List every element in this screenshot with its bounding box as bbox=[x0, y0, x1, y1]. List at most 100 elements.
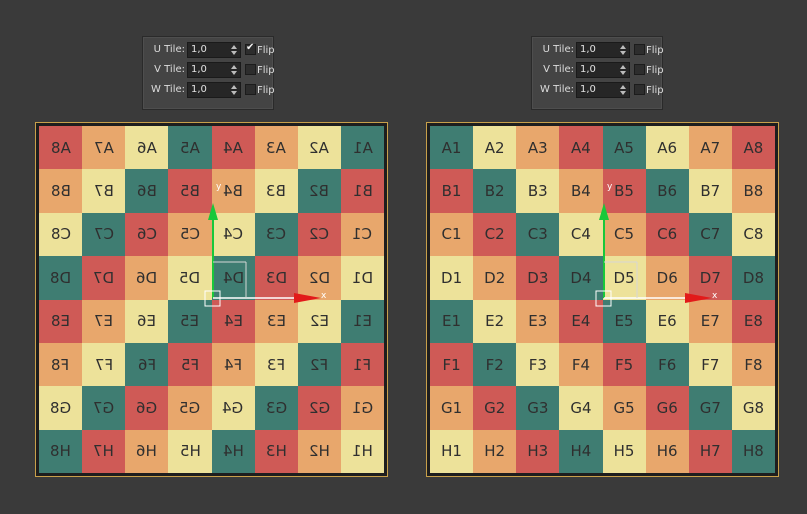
texture-cell: B2 bbox=[297, 169, 341, 213]
texture-cell-label: H8 bbox=[743, 442, 764, 461]
v-tile-spinner[interactable]: 1,0 bbox=[576, 62, 630, 78]
texture-cell-label: C8 bbox=[50, 225, 71, 244]
texture-cell-label: F3 bbox=[528, 355, 547, 374]
v-tile-value[interactable]: 1,0 bbox=[191, 64, 207, 75]
texture-cell: A1 bbox=[430, 126, 474, 170]
texture-cell-label: G2 bbox=[484, 398, 506, 417]
texture-cell: E5 bbox=[168, 299, 212, 343]
u-tile-spinner[interactable]: 1,0 bbox=[576, 42, 630, 58]
u-flip-checkbox[interactable]: ✔ bbox=[245, 42, 256, 55]
v-flip-checkbox[interactable] bbox=[634, 64, 645, 75]
texture-cell: H1 bbox=[340, 429, 384, 473]
texture-cell-label: G4 bbox=[222, 398, 244, 417]
texture-cell-label: B6 bbox=[136, 182, 157, 201]
texture-cell: E2 bbox=[473, 299, 517, 343]
w-flip-checkbox[interactable] bbox=[634, 84, 645, 95]
texture-cell: D6 bbox=[645, 256, 689, 300]
v-tile-spinner[interactable]: 1,0 bbox=[187, 62, 241, 78]
texture-cell: H8 bbox=[731, 429, 775, 473]
texture-cell: F8 bbox=[731, 342, 775, 387]
w-flip-checkbox[interactable] bbox=[245, 84, 256, 95]
texture-cell: A4 bbox=[559, 126, 603, 170]
texture-cell-label: A5 bbox=[180, 138, 200, 157]
texture-cell: G5 bbox=[602, 386, 646, 430]
u-flip-label: Flip bbox=[257, 45, 275, 56]
viewport-left[interactable]: A8 A7 A6 A5 A4 A3 A2 A1 B8 B7 B6 B5 B4 B3 B2 B1 C8 C7 C6 C5… bbox=[35, 122, 388, 477]
texture-cell-label: E3 bbox=[528, 312, 548, 331]
spinner-arrows-icon[interactable] bbox=[231, 43, 238, 57]
texture-cell: F7 bbox=[688, 342, 732, 387]
texture-cell: E7 bbox=[82, 299, 126, 343]
texture-cell: A1 bbox=[340, 126, 384, 170]
texture-cell-label: B1 bbox=[352, 182, 373, 201]
texture-cell-label: A2 bbox=[484, 138, 505, 157]
texture-cell: B6 bbox=[645, 169, 689, 213]
texture-cell-label: E4 bbox=[571, 312, 591, 331]
texture-cell-label: F7 bbox=[94, 355, 113, 374]
texture-cell: B3 bbox=[516, 169, 560, 213]
texture-cell-label: E5 bbox=[180, 312, 200, 331]
texture-cell-label: A3 bbox=[266, 138, 287, 157]
texture-cell-label: H3 bbox=[527, 442, 549, 461]
w-tile-spinner[interactable]: 1,0 bbox=[187, 82, 241, 98]
u-flip-label: Flip bbox=[646, 45, 664, 56]
u-tile-label: U Tile: bbox=[153, 44, 185, 55]
texture-cell: A7 bbox=[688, 126, 732, 170]
u-tile-spinner[interactable]: 1,0 bbox=[187, 42, 241, 58]
texture-cell-label: D6 bbox=[136, 268, 158, 287]
texture-cell: E5 bbox=[602, 299, 646, 343]
texture-cell: A3 bbox=[254, 126, 298, 170]
u-flip-checkbox[interactable] bbox=[634, 44, 645, 55]
w-tile-value[interactable]: 1,0 bbox=[191, 84, 207, 95]
w-tile-value[interactable]: 1,0 bbox=[580, 84, 596, 95]
texture-cell: G2 bbox=[473, 386, 517, 430]
v-flip-checkbox[interactable] bbox=[245, 64, 256, 75]
texture-cell-label: B1 bbox=[441, 182, 462, 201]
texture-cell-label: H1 bbox=[441, 442, 462, 461]
texture-cell: E6 bbox=[645, 299, 689, 343]
spinner-arrows-icon[interactable] bbox=[231, 83, 238, 97]
texture-cell: C4 bbox=[211, 212, 255, 257]
texture-cell: F2 bbox=[297, 342, 341, 387]
texture-cell: C6 bbox=[125, 212, 169, 257]
texture-cell-label: G3 bbox=[527, 398, 549, 417]
v-tile-value[interactable]: 1,0 bbox=[580, 64, 596, 75]
texture-cell-label: H3 bbox=[265, 442, 287, 461]
spinner-arrows-icon[interactable] bbox=[620, 63, 627, 77]
texture-cell: E1 bbox=[340, 299, 384, 343]
texture-cell-label: H4 bbox=[570, 442, 592, 461]
texture-cell: C5 bbox=[168, 212, 212, 257]
texture-cell-label: E8 bbox=[743, 312, 763, 331]
u-tile-value[interactable]: 1,0 bbox=[580, 44, 596, 55]
texture-cell: F6 bbox=[125, 342, 169, 387]
texture-cell-label: C5 bbox=[179, 225, 200, 244]
texture-cell: E7 bbox=[688, 299, 732, 343]
texture-cell-label: F8 bbox=[744, 355, 763, 374]
texture-cell: F1 bbox=[340, 342, 384, 387]
texture-cell-label: F6 bbox=[137, 355, 156, 374]
texture-cell-label: F2 bbox=[485, 355, 504, 374]
texture-cell: D1 bbox=[340, 256, 384, 300]
spinner-arrows-icon[interactable] bbox=[620, 43, 627, 57]
texture-cell-label: G8 bbox=[49, 398, 72, 417]
texture-cell: B1 bbox=[340, 169, 384, 213]
texture-cell-label: A3 bbox=[527, 138, 548, 157]
texture-cell: D5 bbox=[168, 256, 212, 300]
spinner-arrows-icon[interactable] bbox=[620, 83, 627, 97]
texture-cell-label: H7 bbox=[93, 442, 115, 461]
texture-cell-label: E3 bbox=[266, 312, 286, 331]
u-tile-value[interactable]: 1,0 bbox=[191, 44, 207, 55]
texture-cell: E1 bbox=[430, 299, 474, 343]
v-tile-label: V Tile: bbox=[154, 64, 185, 75]
texture-cell-label: D8 bbox=[742, 268, 764, 287]
texture-cell-label: H5 bbox=[613, 442, 635, 461]
texture-cell: G5 bbox=[168, 386, 212, 430]
texture-cell: H3 bbox=[254, 429, 298, 473]
texture-cell: A5 bbox=[168, 126, 212, 170]
texture-cell: G2 bbox=[297, 386, 341, 430]
texture-cell-label: B6 bbox=[657, 182, 678, 201]
spinner-arrows-icon[interactable] bbox=[231, 63, 238, 77]
viewport-right[interactable]: A1 A2 A3 A4 A5 A6 A7 A8 B1 B2 B3 B4 B5 B6 B7 B8 C1 C2 C3 C4… bbox=[426, 122, 779, 477]
w-tile-spinner[interactable]: 1,0 bbox=[576, 82, 630, 98]
texture-cell: D3 bbox=[254, 256, 298, 300]
